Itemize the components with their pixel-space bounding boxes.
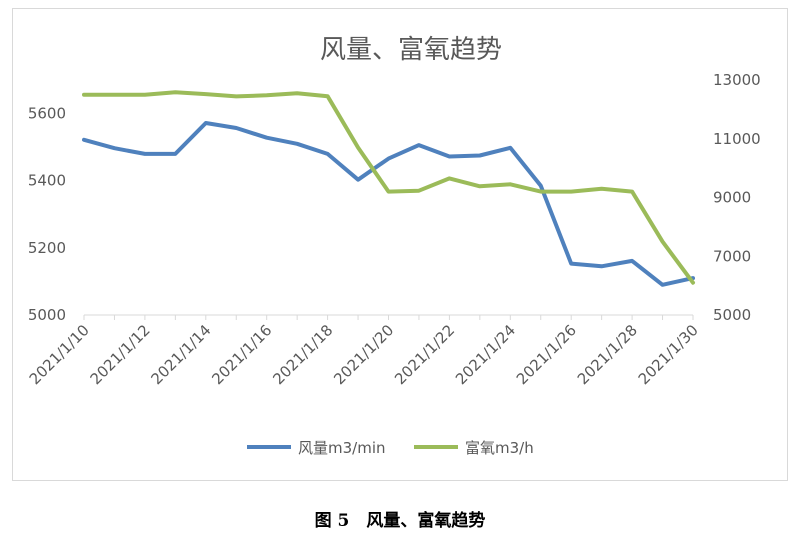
x-tick-label: 2021/1/22 <box>391 321 458 388</box>
x-tick-label: 2021/1/30 <box>635 321 702 388</box>
x-tick-label: 2021/1/24 <box>452 321 519 388</box>
x-tick-label: 2021/1/14 <box>148 321 215 388</box>
y-right-tick-label: 11000 <box>713 130 761 148</box>
chart-title: 风量、富氧趋势 <box>320 35 502 65</box>
x-tick-label: 2021/1/20 <box>330 321 397 388</box>
y-right-tick-label: 7000 <box>713 247 751 265</box>
legend-label-2: 富氧m3/h <box>465 439 534 457</box>
y-left-tick-label: 5200 <box>28 239 66 257</box>
y-left-tick-label: 5600 <box>28 105 66 123</box>
y-right-tick-label: 13000 <box>713 71 761 89</box>
x-tick-label: 2021/1/18 <box>269 321 336 388</box>
x-tick-label: 2021/1/10 <box>26 321 93 388</box>
series-line-1 <box>82 121 695 287</box>
x-tick-label: 2021/1/12 <box>87 321 154 388</box>
legend-label-1: 风量m3/min <box>298 439 386 457</box>
x-tick-label: 2021/1/16 <box>208 321 275 388</box>
chart-frame <box>12 8 788 481</box>
y-right-tick-label: 9000 <box>713 189 751 207</box>
y-left-tick-label: 5400 <box>28 172 66 190</box>
y-right-tick-label: 5000 <box>713 306 751 324</box>
x-tick-label: 2021/1/26 <box>513 321 580 388</box>
x-tick-label: 2021/1/28 <box>574 321 641 388</box>
y-left-tick-label: 5000 <box>28 306 66 324</box>
series-line-2 <box>82 90 695 285</box>
figure-caption: 图 5 风量、富氧趋势 <box>314 511 486 531</box>
